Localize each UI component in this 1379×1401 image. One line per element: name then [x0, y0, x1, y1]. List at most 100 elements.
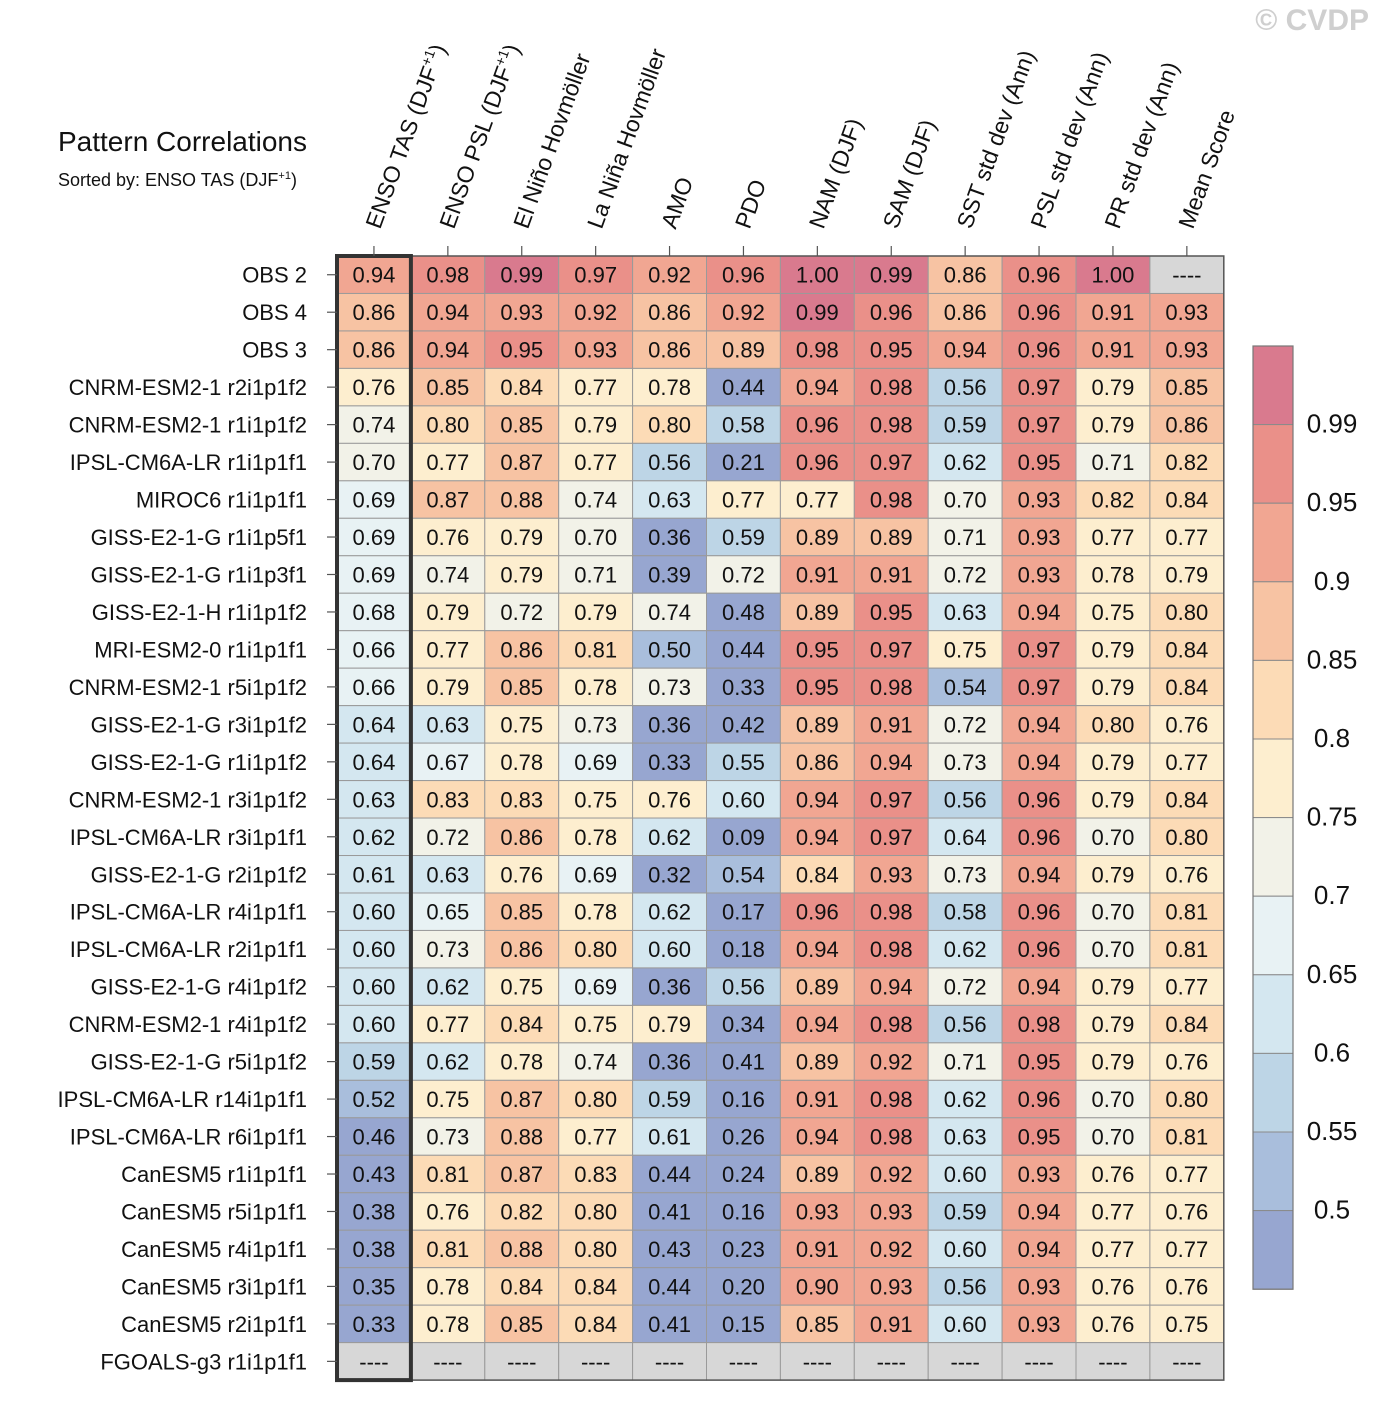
- cell-value-label: 0.89: [796, 600, 839, 625]
- heatmap-cell: [706, 330, 781, 369]
- heatmap-cell: [632, 1342, 707, 1381]
- cell-value-label: 0.76: [500, 862, 543, 887]
- row-label: GISS-E2-1-G r3i1p1f2: [91, 712, 307, 737]
- cell-value-label: 0.97: [870, 637, 913, 662]
- cell-value-label: 0.60: [353, 975, 396, 1000]
- heatmap-cell: [1075, 255, 1151, 294]
- cell-value-label: ----: [1172, 1349, 1201, 1374]
- heatmap-cell: [706, 817, 781, 857]
- heatmap-cell: [632, 892, 707, 931]
- cell-value-label: 0.44: [648, 1274, 691, 1299]
- cell-value-label: 0.79: [1165, 562, 1208, 587]
- cell-value-label: 0.92: [870, 1050, 913, 1075]
- cell-value-label: 0.95: [796, 675, 839, 700]
- heatmap-cell: [558, 1342, 634, 1381]
- cell-value-label: 0.87: [500, 450, 543, 475]
- cell-value-label: 0.89: [796, 975, 839, 1000]
- cell-value-label: 0.70: [1092, 900, 1135, 925]
- heatmap-cell: [558, 1267, 634, 1306]
- row-label: CNRM-ESM2-1 r5i1p1f2: [69, 675, 307, 700]
- cell-value-label: 0.41: [648, 1199, 691, 1224]
- cell-value-label: 0.70: [353, 450, 396, 475]
- row-label: GISS-E2-1-H r1i1p1f2: [92, 600, 307, 625]
- cell-value-label: 0.89: [870, 525, 913, 550]
- heatmap-cell: [1149, 630, 1225, 669]
- heatmap-cell: [853, 1117, 929, 1156]
- cell-value-label: 0.76: [1165, 712, 1208, 737]
- cell-value-label: 0.89: [722, 338, 765, 363]
- heatmap-cell: [779, 630, 855, 669]
- cell-value-label: 0.96: [1018, 900, 1061, 925]
- cell-value-label: 0.24: [722, 1162, 765, 1187]
- cell-value-label: 0.63: [426, 712, 469, 737]
- row-label: GISS-E2-1-G r5i1p1f2: [91, 1050, 307, 1075]
- heatmap-cell: [336, 892, 412, 931]
- heatmap-cell: [1001, 1229, 1077, 1269]
- cell-value-label: ----: [507, 1349, 536, 1374]
- cell-value-label: 0.97: [1018, 637, 1061, 662]
- cell-value-label: 0.36: [648, 975, 691, 1000]
- cell-value-label: 0.62: [426, 1050, 469, 1075]
- heatmap-cell: [853, 1267, 929, 1306]
- cell-value-label: 0.52: [353, 1087, 396, 1112]
- cell-value-label: 0.97: [870, 450, 913, 475]
- cell-value-label: 0.86: [1165, 413, 1208, 438]
- heatmap-cell: [632, 1042, 707, 1081]
- colorbar-segment: [1252, 659, 1294, 740]
- row-label: CanESM5 r5i1p1f1: [121, 1199, 307, 1224]
- cell-value-label: 0.26: [722, 1125, 765, 1150]
- cell-value-label: 0.56: [722, 975, 765, 1000]
- heatmap-cell: [410, 967, 486, 1006]
- column-label: El Niño Hovmöller: [508, 50, 595, 232]
- cell-value-label: 0.89: [796, 1162, 839, 1187]
- cell-value-label: 0.38: [353, 1199, 396, 1224]
- cell-value-label: 0.44: [722, 637, 765, 662]
- heatmap-cell: [1149, 1004, 1225, 1044]
- cell-value-label: 0.68: [353, 600, 396, 625]
- heatmap-cell: [1075, 480, 1151, 519]
- cell-value-label: 0.98: [1018, 1012, 1061, 1037]
- cell-value-label: 0.84: [1165, 787, 1208, 812]
- heatmap-cell: [853, 255, 929, 294]
- cell-value-label: 0.62: [944, 450, 987, 475]
- heatmap-cell: [779, 1117, 855, 1156]
- cell-value-label: 0.77: [1092, 1199, 1135, 1224]
- heatmap-cell: [927, 480, 1003, 519]
- heatmap-cell: [853, 555, 929, 594]
- cell-value-label: 0.77: [426, 450, 469, 475]
- cell-value-label: 0.79: [426, 600, 469, 625]
- cell-value-label: 0.79: [574, 600, 617, 625]
- cell-value-label: 0.95: [870, 338, 913, 363]
- heatmap-cell: [927, 780, 1003, 819]
- heatmap-cell: [1149, 1042, 1225, 1081]
- heatmap-cell: [706, 780, 781, 819]
- heatmap-cell: [558, 780, 634, 819]
- cell-value-label: ----: [433, 1349, 462, 1374]
- heatmap-cell: [853, 1004, 929, 1044]
- column-label: NAM (DJF): [804, 115, 868, 232]
- heatmap-cell: [336, 929, 412, 969]
- heatmap-cell: [1001, 292, 1077, 332]
- row-label: OBS 3: [242, 338, 307, 363]
- cell-value-label: 0.96: [1018, 1087, 1061, 1112]
- cell-value-label: 0.96: [1018, 937, 1061, 962]
- heatmap-cell: [1001, 1304, 1077, 1344]
- heatmap-cell: [1001, 367, 1077, 407]
- cell-value-label: 0.75: [500, 975, 543, 1000]
- heatmap-cell: [558, 892, 634, 931]
- cell-value-label: 0.88: [500, 488, 543, 513]
- cell-value-label: 0.79: [1092, 750, 1135, 775]
- colorbar-segment: [1252, 1052, 1294, 1133]
- cell-value-label: 0.96: [796, 450, 839, 475]
- heatmap-cell: [632, 1267, 707, 1306]
- heatmap-cell: [1001, 742, 1077, 782]
- cell-value-label: 0.98: [870, 413, 913, 438]
- cell-value-label: 0.69: [353, 525, 396, 550]
- row-label: GISS-E2-1-G r4i1p1f2: [91, 975, 307, 1000]
- cell-value-label: 0.74: [353, 413, 396, 438]
- cell-value-label: 0.18: [722, 937, 765, 962]
- row-label: IPSL-CM6A-LR r3i1p1f1: [70, 825, 307, 850]
- heatmap-cell: [853, 1192, 929, 1231]
- colorbar-segment: [1252, 817, 1294, 897]
